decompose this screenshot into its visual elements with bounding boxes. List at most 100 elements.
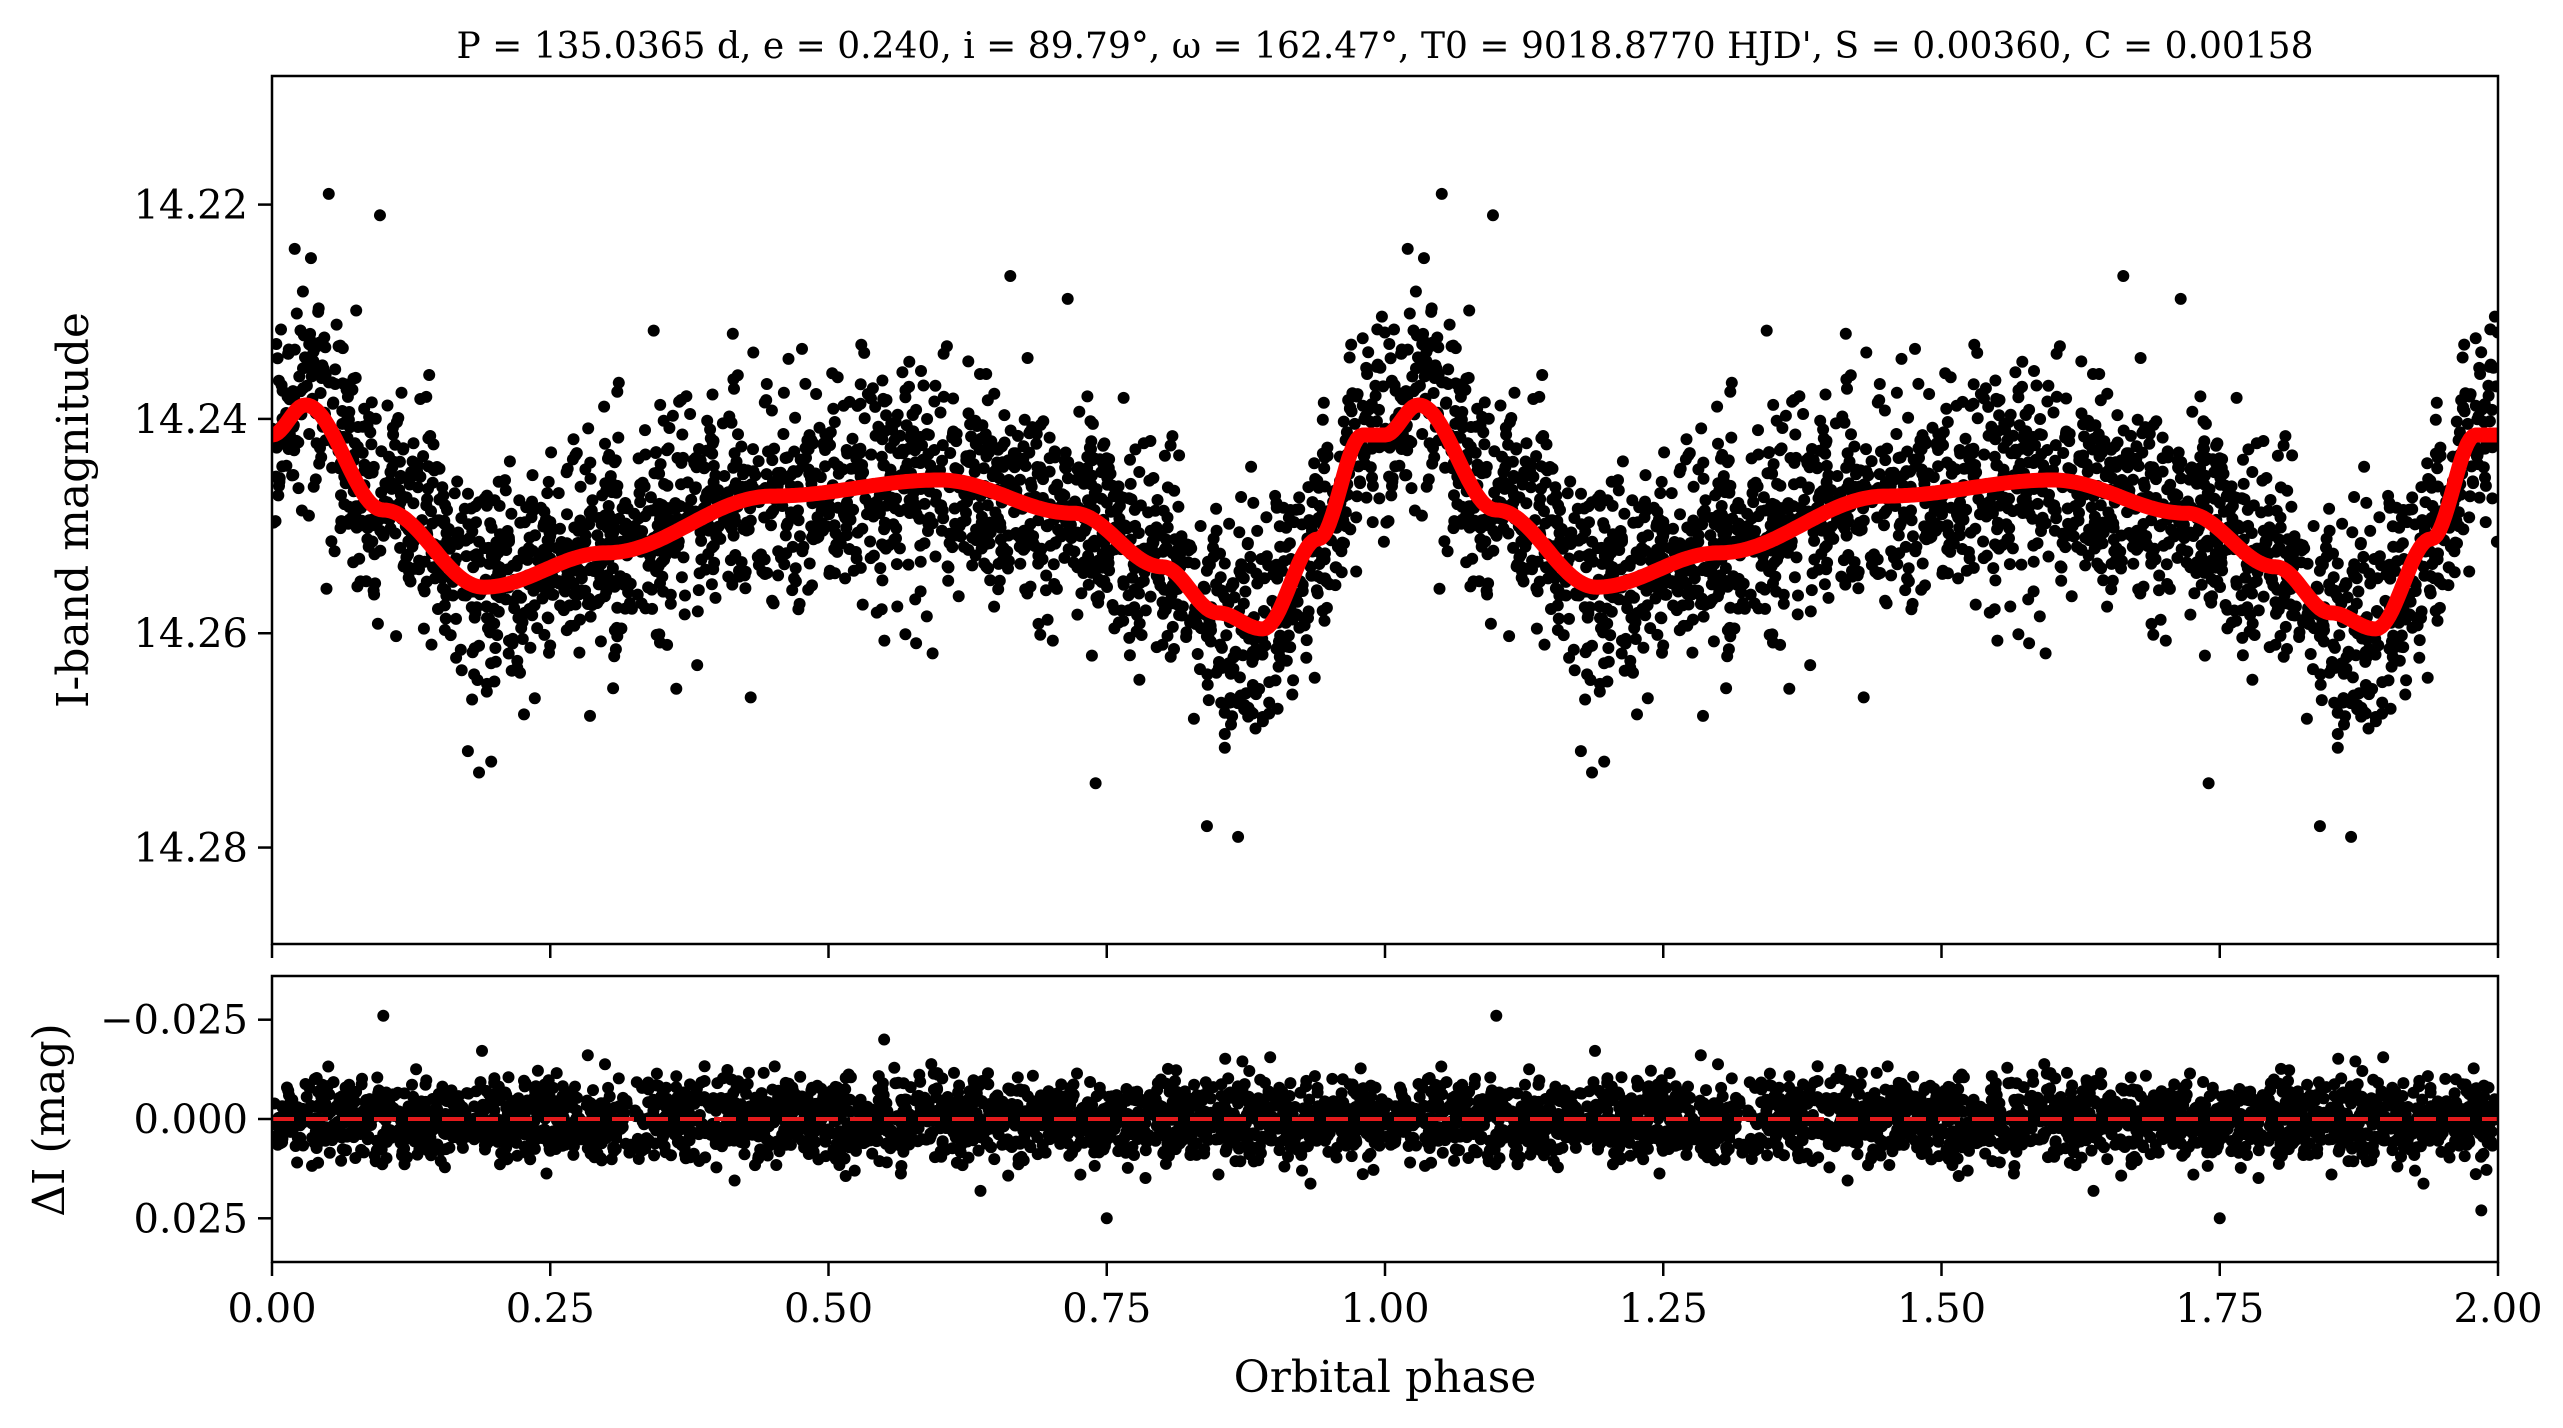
data-point [1583, 516, 1595, 529]
data-point [1952, 572, 1965, 585]
data-point [1041, 613, 1054, 626]
data-point [1018, 413, 1031, 426]
data-point [1845, 428, 1857, 441]
data-point [792, 603, 805, 616]
data-point [1802, 483, 1815, 495]
data-point [973, 443, 986, 456]
data-point [899, 628, 912, 641]
data-point [875, 450, 888, 463]
data-point [1259, 639, 1272, 652]
data-point [952, 590, 965, 603]
data-point [1008, 506, 1021, 519]
data-point [2175, 543, 2188, 556]
data-point [1926, 421, 1939, 434]
data-point [2488, 310, 2498, 323]
data-point [1478, 396, 1491, 409]
data-point [511, 589, 524, 602]
data-point [541, 487, 554, 500]
data-point [1618, 507, 1631, 520]
data-point [2358, 460, 2371, 473]
data-point [584, 610, 597, 623]
data-point [2050, 390, 2063, 403]
data-point [998, 409, 1011, 422]
data-point [465, 601, 478, 614]
data-point [1777, 597, 1790, 610]
data-point [336, 342, 349, 355]
data-point [1034, 545, 1046, 558]
data-point [381, 399, 394, 412]
data-point [1551, 599, 1564, 612]
y-tick-label: 14.26 [133, 611, 248, 657]
data-point [1417, 327, 1430, 340]
data-point [425, 638, 438, 651]
data-point [693, 567, 706, 580]
y-tick-label: 14.22 [133, 183, 248, 229]
data-point [1635, 606, 1648, 618]
data-point [619, 517, 632, 530]
data-point [916, 439, 928, 452]
data-point [791, 465, 804, 478]
data-point [2385, 660, 2398, 673]
data-point [460, 550, 473, 563]
data-point [1624, 654, 1637, 667]
data-point [2117, 270, 2130, 282]
data-point [1068, 495, 1081, 508]
data-point [1744, 588, 1757, 601]
data-point [1939, 367, 1952, 380]
data-point [737, 463, 750, 476]
data-point [922, 517, 935, 530]
data-point [482, 622, 494, 635]
data-point [2230, 575, 2243, 588]
data-point [1133, 673, 1146, 686]
data-point [1460, 372, 1473, 385]
data-point [1890, 386, 1903, 399]
data-point [1129, 443, 1142, 456]
data-point [875, 603, 888, 616]
data-point [2174, 472, 2187, 485]
data-point [1977, 535, 1990, 548]
data-point [2144, 461, 2157, 473]
data-point [970, 523, 983, 536]
data-point [441, 535, 454, 548]
data-point [1510, 560, 1523, 573]
data-point [980, 560, 993, 573]
data-point [1822, 469, 1835, 482]
data-point [1774, 479, 1787, 492]
data-point [1619, 632, 1632, 645]
data-point [2346, 565, 2359, 578]
data-point [1986, 507, 1999, 520]
data-point [448, 487, 461, 500]
data-point [977, 462, 990, 475]
data-point [573, 646, 586, 659]
data-point [1752, 448, 1765, 461]
data-point [1637, 641, 1650, 654]
data-point [2416, 514, 2429, 527]
data-point [660, 444, 673, 457]
data-point [1894, 451, 1907, 464]
data-point [1496, 475, 1509, 488]
data-point [611, 385, 624, 398]
data-point [1719, 527, 1732, 540]
data-point [1451, 498, 1464, 511]
data-point [890, 492, 902, 505]
data-point [575, 584, 588, 597]
data-point [828, 416, 841, 428]
data-point [1318, 462, 1331, 475]
data-point [350, 304, 363, 317]
data-point [1002, 529, 1015, 542]
data-point [2018, 425, 2031, 438]
data-point [952, 463, 965, 476]
data-point [739, 582, 752, 595]
data-point [367, 584, 380, 597]
data-point [1150, 521, 1163, 534]
data-point [2456, 351, 2469, 364]
data-point [2101, 600, 2114, 613]
data-point [1771, 553, 1784, 566]
data-point [343, 513, 356, 526]
data-point [728, 382, 740, 395]
data-point [1752, 424, 1764, 437]
data-point [2270, 545, 2283, 558]
data-point [397, 560, 410, 573]
data-point [2473, 491, 2486, 504]
data-point [644, 491, 657, 504]
